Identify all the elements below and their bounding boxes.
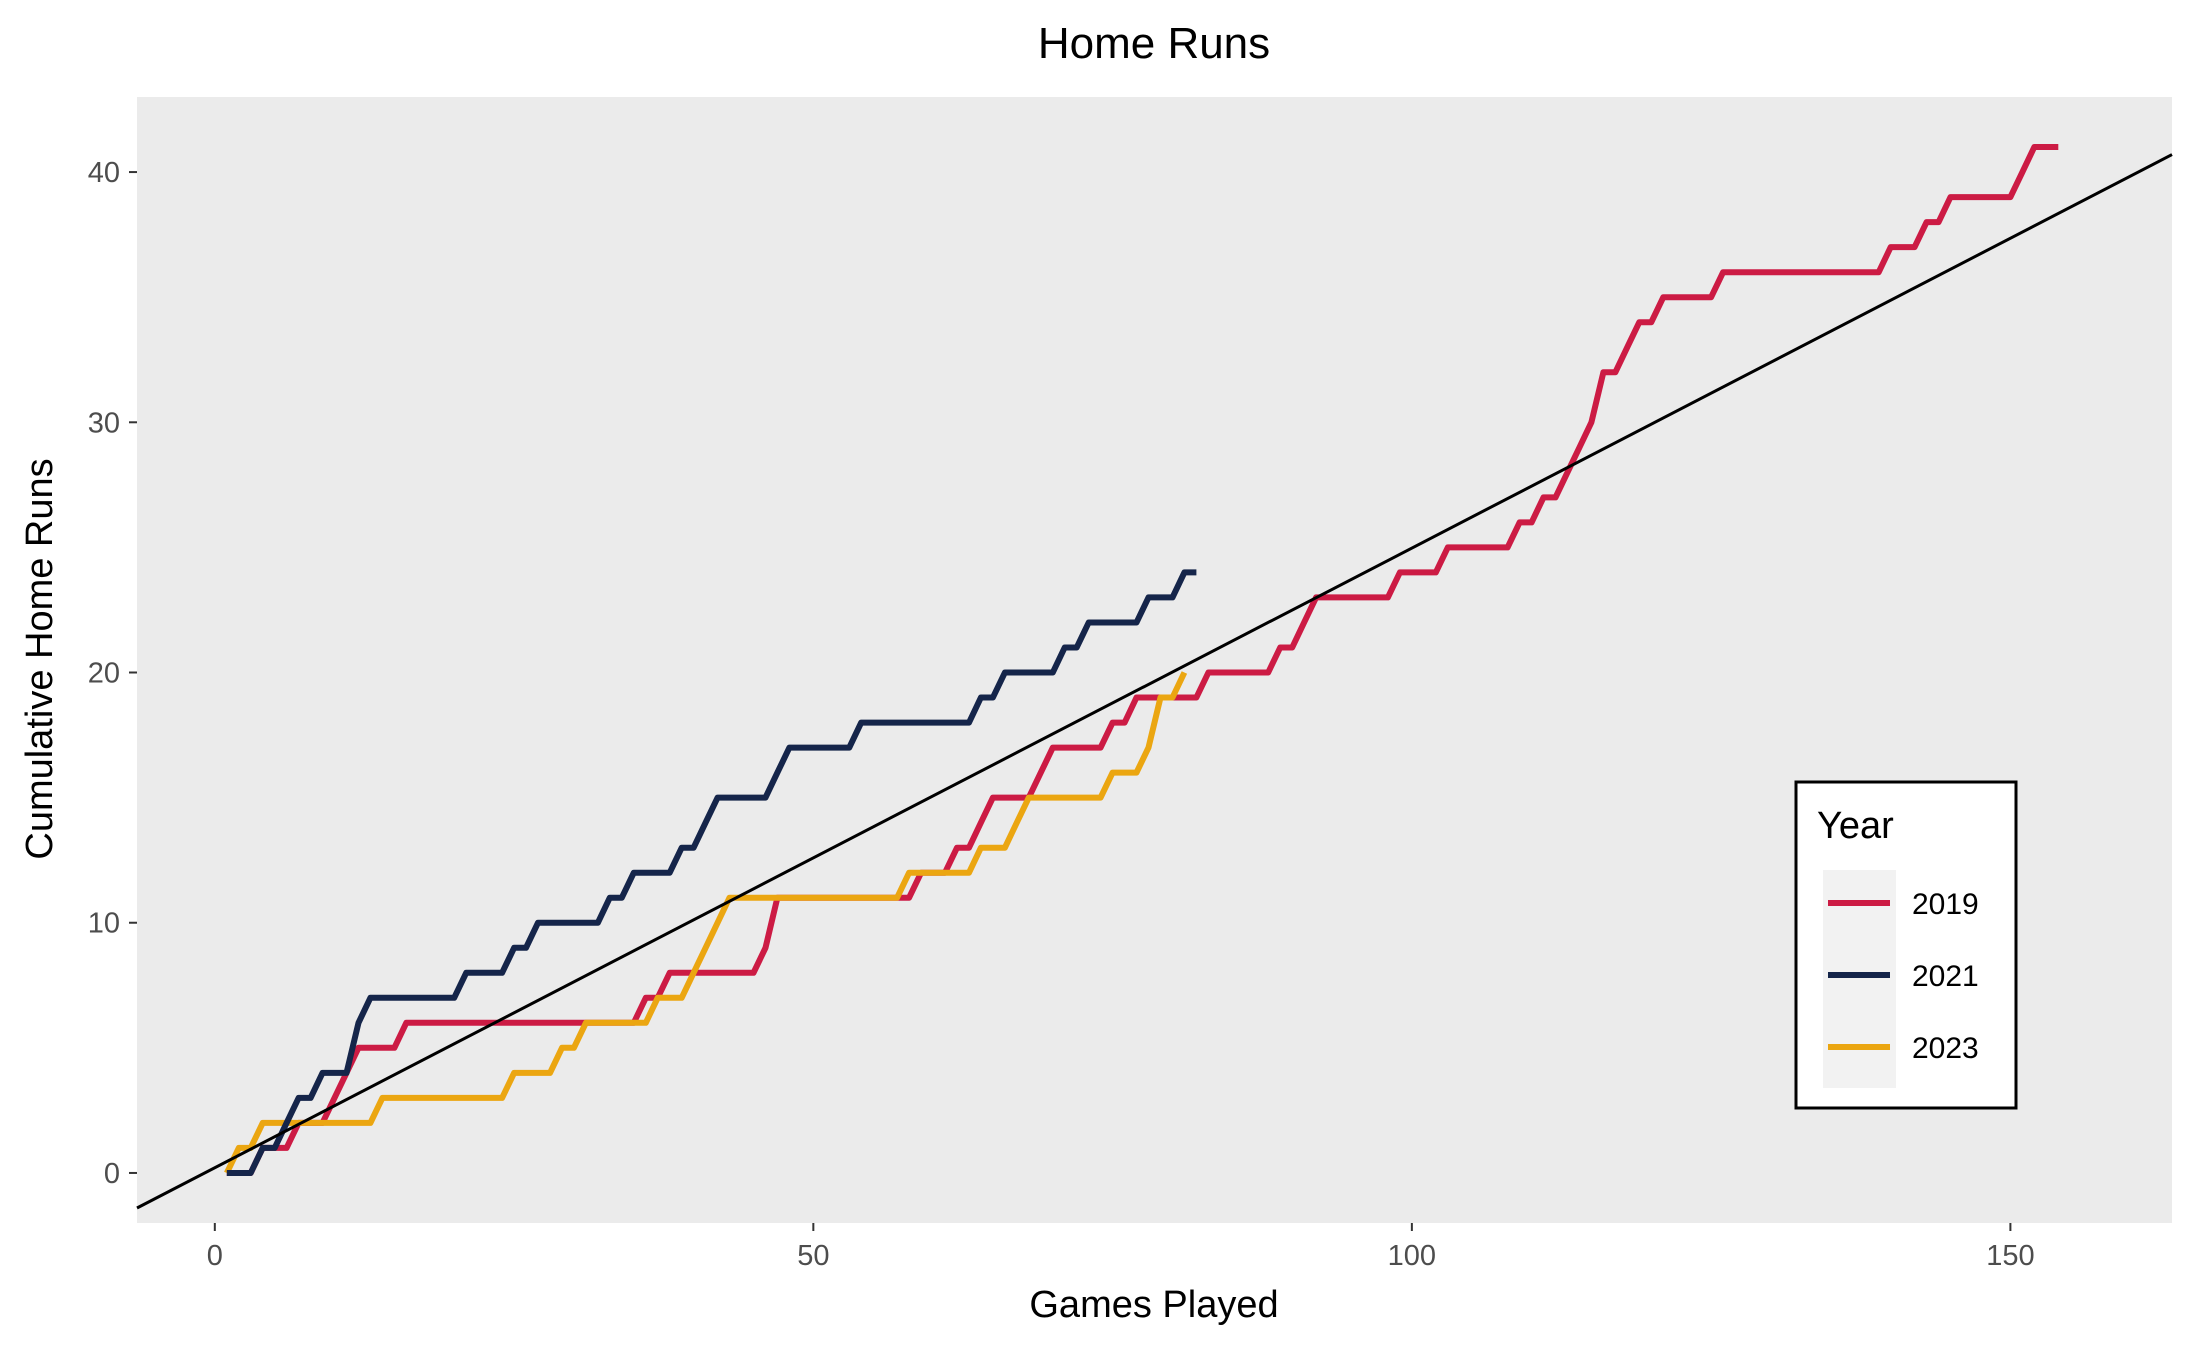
x-tick-label: 0: [207, 1240, 223, 1272]
x-tick-label: 150: [1986, 1240, 2034, 1272]
chart-title: Home Runs: [1038, 19, 1270, 68]
y-tick-label: 0: [104, 1158, 120, 1190]
y-axis: 0 10 20 30 40: [88, 157, 137, 1190]
x-tick-label: 100: [1388, 1240, 1436, 1272]
legend-label-2021: 2021: [1912, 960, 1979, 993]
legend-label-2019: 2019: [1912, 888, 1979, 921]
x-tick-label: 50: [797, 1240, 829, 1272]
x-axis-title: Games Played: [1029, 1284, 1278, 1326]
x-axis: 0 50 100 150: [207, 1223, 2035, 1272]
legend-items: 2019 2021 2023: [1828, 888, 1979, 1065]
y-tick-label: 40: [88, 157, 120, 189]
y-tick-label: 30: [88, 407, 120, 439]
legend: Year 2019 2021 2023: [1794, 780, 2018, 1110]
y-axis-title: Cumulative Home Runs: [19, 458, 61, 859]
legend-key-bg: [1823, 870, 1896, 1088]
trend-line: [136, 153, 2173, 1210]
y-tick-label: 10: [88, 908, 120, 940]
series-layer: [136, 144, 2173, 1210]
y-tick-label: 20: [88, 658, 120, 690]
series-line-2023: [224, 671, 1188, 1175]
legend-label-2023: 2023: [1912, 1032, 1979, 1065]
series-line-2021: [226, 569, 1197, 1176]
legend-title: Year: [1817, 805, 1894, 847]
